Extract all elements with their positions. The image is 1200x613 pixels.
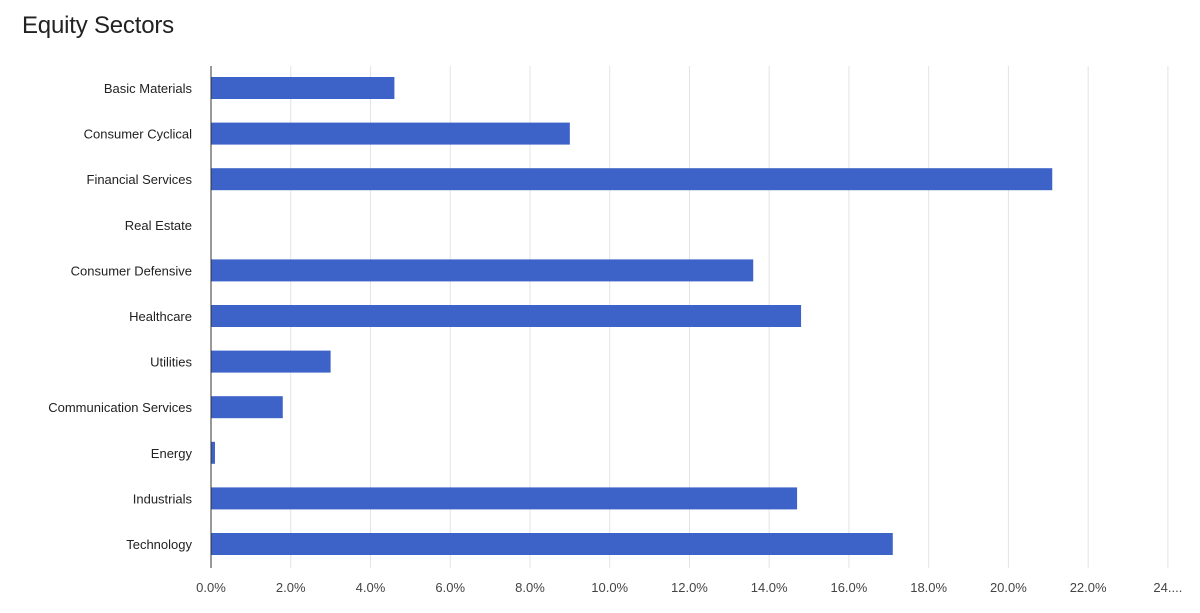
bar	[211, 122, 570, 145]
x-tick-label: 12.0%	[671, 580, 708, 595]
category-label: Industrials	[133, 491, 193, 506]
category-label: Financial Services	[87, 172, 193, 187]
category-label: Energy	[151, 446, 193, 461]
category-label: Consumer Cyclical	[84, 127, 192, 142]
category-label: Consumer Defensive	[71, 263, 192, 278]
x-tick-label: 18.0%	[910, 580, 947, 595]
x-tick-label: 2.0%	[276, 580, 306, 595]
x-tick-label: 20.0%	[990, 580, 1027, 595]
x-tick-label: 24....	[1153, 580, 1182, 595]
bar	[211, 77, 395, 99]
x-tick-label: 6.0%	[435, 580, 465, 595]
category-label: Technology	[126, 537, 192, 552]
x-tick-label: 0.0%	[196, 580, 226, 595]
category-label: Communication Services	[48, 400, 192, 415]
category-label: Basic Materials	[104, 81, 193, 96]
bar	[211, 305, 802, 327]
bar	[211, 396, 283, 419]
bar	[211, 168, 1053, 191]
x-tick-label: 16.0%	[830, 580, 867, 595]
bar	[211, 487, 798, 510]
x-tick-label: 10.0%	[591, 580, 628, 595]
bar	[211, 533, 893, 555]
category-label: Utilities	[150, 355, 192, 370]
category-label: Healthcare	[129, 309, 192, 324]
x-tick-label: 8.0%	[515, 580, 545, 595]
x-tick-label: 14.0%	[751, 580, 788, 595]
category-label: Real Estate	[125, 218, 192, 233]
x-tick-label: 4.0%	[356, 580, 386, 595]
chart-title: Equity Sectors	[22, 12, 174, 39]
bar	[211, 350, 331, 373]
bar	[211, 259, 754, 282]
x-tick-label: 22.0%	[1070, 580, 1107, 595]
bar	[211, 441, 215, 464]
